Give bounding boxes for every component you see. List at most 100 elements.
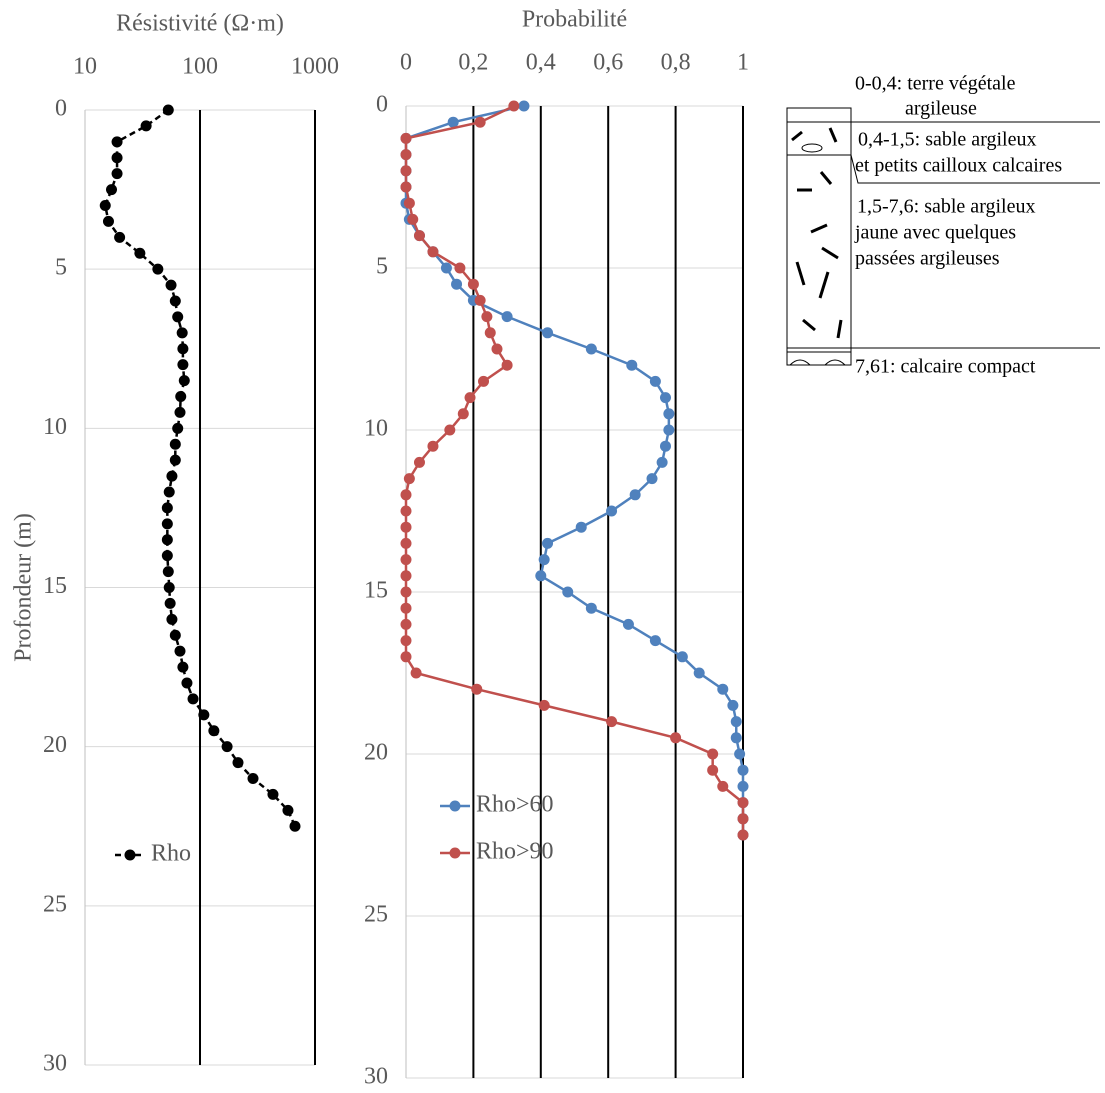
data-point bbox=[717, 780, 729, 792]
data-point bbox=[427, 440, 439, 452]
data-point bbox=[400, 521, 412, 533]
data-point bbox=[102, 215, 114, 227]
data-point bbox=[542, 537, 554, 549]
y-tick-label: 15 bbox=[43, 573, 67, 599]
data-point bbox=[400, 165, 412, 177]
data-point bbox=[413, 230, 425, 242]
data-point bbox=[400, 635, 412, 647]
data-point bbox=[282, 804, 294, 816]
data-point bbox=[169, 438, 181, 450]
data-point bbox=[400, 570, 412, 582]
lithology-label: et petits cailloux calcaires bbox=[855, 155, 1062, 177]
data-point bbox=[161, 534, 173, 546]
layer-boundary bbox=[787, 154, 1100, 184]
data-point bbox=[649, 635, 661, 647]
data-point bbox=[166, 613, 178, 625]
x-tick-label: 0 bbox=[400, 50, 412, 76]
y-tick-label: 15 bbox=[364, 578, 388, 604]
data-point bbox=[471, 683, 483, 695]
data-point bbox=[162, 104, 174, 116]
data-point bbox=[164, 597, 176, 609]
y-tick-label: 25 bbox=[364, 902, 388, 928]
data-point bbox=[427, 246, 439, 258]
data-point bbox=[187, 693, 199, 705]
data-point bbox=[457, 408, 469, 420]
data-point bbox=[474, 116, 486, 128]
data-point bbox=[727, 699, 739, 711]
data-point bbox=[400, 618, 412, 630]
legend-label: Rho>90 bbox=[476, 839, 554, 865]
data-point bbox=[400, 132, 412, 144]
data-point bbox=[400, 181, 412, 193]
lithology-label: argileuse bbox=[905, 98, 977, 120]
y-tick-label: 30 bbox=[364, 1064, 388, 1090]
data-point bbox=[656, 456, 668, 468]
data-point bbox=[730, 732, 742, 744]
data-point bbox=[400, 602, 412, 614]
data-point bbox=[289, 820, 301, 832]
x-tick-label: 0,6 bbox=[593, 50, 623, 76]
data-point bbox=[407, 213, 419, 225]
data-point bbox=[626, 359, 638, 371]
data-point bbox=[478, 375, 490, 387]
data-point bbox=[737, 813, 749, 825]
y-tick-label: 20 bbox=[364, 740, 388, 766]
data-point bbox=[111, 136, 123, 148]
y-axis-label: Profondeur (m) bbox=[11, 513, 37, 662]
data-point bbox=[208, 725, 220, 737]
data-point bbox=[585, 602, 597, 614]
data-point bbox=[140, 120, 152, 132]
lithology-label: jaune avec quelques bbox=[854, 222, 1016, 244]
column-outline bbox=[786, 107, 852, 366]
data-point bbox=[508, 100, 520, 112]
data-point bbox=[501, 311, 513, 323]
data-point bbox=[400, 489, 412, 501]
legend-marker bbox=[124, 849, 136, 861]
data-point bbox=[114, 231, 126, 243]
data-point bbox=[177, 661, 189, 673]
chart-title: Probabilité bbox=[522, 7, 627, 33]
data-point bbox=[267, 788, 279, 800]
data-point bbox=[676, 651, 688, 663]
data-point bbox=[403, 197, 415, 209]
data-point bbox=[622, 618, 634, 630]
data-point bbox=[221, 741, 233, 753]
data-point bbox=[474, 294, 486, 306]
chart-title: Résistivité (Ω·m) bbox=[116, 11, 284, 37]
y-tick-label: 5 bbox=[376, 254, 388, 280]
data-point bbox=[161, 518, 173, 530]
data-point bbox=[152, 263, 164, 275]
data-point bbox=[444, 424, 456, 436]
data-point bbox=[717, 683, 729, 695]
data-point bbox=[693, 667, 705, 679]
data-point bbox=[177, 359, 189, 371]
lithology-label: 1,5-7,6: sable argileux bbox=[857, 196, 1035, 218]
x-tick-label: 10 bbox=[73, 54, 97, 80]
x-tick-label: 1 bbox=[737, 50, 749, 76]
lithology-label: passées argileuses bbox=[855, 248, 1000, 270]
x-tick-label: 0,4 bbox=[526, 50, 556, 76]
data-point bbox=[575, 521, 587, 533]
data-point bbox=[707, 764, 719, 776]
data-point bbox=[169, 295, 181, 307]
data-point bbox=[169, 629, 181, 641]
data-point bbox=[99, 200, 111, 211]
data-point bbox=[737, 797, 749, 809]
data-point bbox=[538, 699, 550, 711]
data-point bbox=[400, 651, 412, 663]
x-tick-label: 0,8 bbox=[661, 50, 691, 76]
data-point bbox=[707, 748, 719, 760]
legend-label: Rho bbox=[151, 841, 191, 867]
data-point bbox=[403, 473, 415, 485]
data-point bbox=[670, 732, 682, 744]
data-point bbox=[629, 489, 641, 501]
data-point bbox=[175, 391, 187, 402]
data-point bbox=[464, 392, 476, 404]
x-tick-label: 1000 bbox=[291, 54, 339, 80]
data-point bbox=[134, 247, 146, 259]
data-point bbox=[737, 780, 749, 792]
lithology-label: 7,61: calcaire compact bbox=[855, 356, 1036, 378]
legend-marker bbox=[449, 847, 461, 859]
data-point bbox=[178, 375, 190, 387]
